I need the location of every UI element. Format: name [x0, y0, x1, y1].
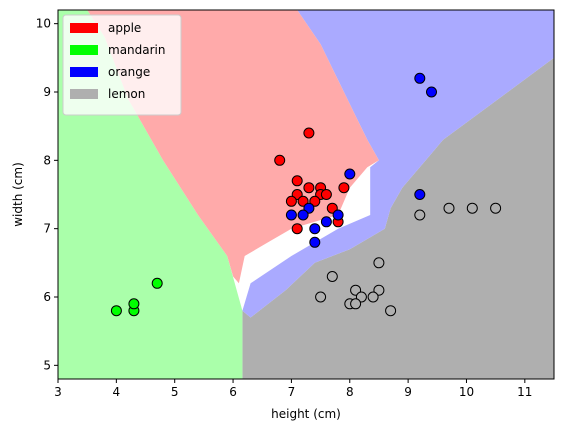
legend-swatch-orange [70, 67, 98, 77]
point-orange [309, 236, 321, 248]
x-axis-label: height (cm) [271, 407, 341, 421]
point-lemon [466, 202, 478, 214]
point-mandarin [110, 305, 122, 317]
point-lemon [414, 209, 426, 221]
point-apple [274, 154, 286, 166]
legend-swatch-lemon [70, 89, 98, 99]
x-tick-label: 9 [404, 385, 412, 399]
plot-frame [57, 9, 555, 380]
y-tick-label: 10 [36, 17, 51, 31]
point-lemon [385, 305, 397, 317]
point-apple [303, 127, 315, 139]
point-orange [426, 86, 437, 98]
x-tick-label: 10 [459, 385, 474, 399]
x-axis-ticks: 3 4 5 6 7 8 9 10 11 [54, 379, 532, 399]
point-mandarin [128, 298, 140, 310]
x-tick-label: 7 [288, 385, 296, 399]
point-orange [309, 223, 321, 235]
x-tick-label: 5 [171, 385, 179, 399]
data-points [110, 72, 502, 317]
legend-swatch-apple [70, 23, 98, 33]
point-lemon [326, 271, 338, 282]
point-orange [320, 216, 332, 228]
point-mandarin [151, 277, 163, 289]
legend-swatch-mandarin [70, 45, 98, 55]
legend: apple mandarin orange lemon [62, 14, 182, 116]
y-tick-label: 5 [43, 358, 51, 372]
y-tick-label: 7 [43, 222, 51, 236]
y-tick-label: 6 [43, 290, 51, 304]
legend-label-mandarin: mandarin [108, 43, 166, 57]
point-lemon [367, 291, 379, 303]
point-orange [414, 189, 426, 200]
point-lemon [350, 298, 362, 310]
point-orange [285, 209, 297, 221]
point-orange [297, 209, 309, 221]
region-orange [242, 10, 554, 318]
point-apple [303, 182, 315, 194]
point-apple [291, 223, 303, 235]
point-lemon [315, 291, 327, 303]
x-tick-label: 6 [229, 385, 237, 399]
point-apple [291, 175, 303, 187]
legend-label-lemon: lemon [108, 87, 145, 101]
y-axis-ticks: 5 6 7 8 9 10 [36, 17, 58, 372]
x-tick-label: 11 [517, 385, 532, 399]
point-orange [414, 72, 426, 84]
point-orange [344, 168, 356, 180]
y-axis-label: width (cm) [11, 162, 25, 227]
legend-label-orange: orange [108, 65, 150, 79]
point-orange [332, 209, 344, 221]
point-apple [309, 195, 321, 207]
point-lemon [443, 202, 455, 214]
point-apple [338, 182, 350, 194]
point-apple [285, 195, 297, 207]
x-tick-label: 8 [346, 385, 354, 399]
x-tick-label: 4 [113, 385, 121, 399]
x-tick-label: 3 [54, 385, 62, 399]
legend-label-apple: apple [108, 21, 141, 35]
y-tick-label: 9 [43, 85, 51, 99]
point-apple [320, 189, 332, 200]
y-tick-label: 8 [43, 153, 51, 167]
point-lemon [373, 257, 385, 269]
point-lemon [490, 202, 502, 214]
